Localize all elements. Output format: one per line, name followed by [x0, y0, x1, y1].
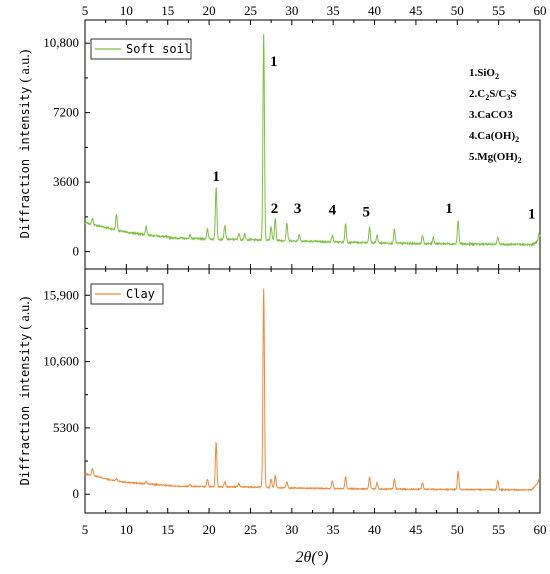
x-tick-label-bottom: 60 — [534, 522, 547, 537]
peak-annotations: 112 3 4 5 1 1 — [212, 54, 535, 223]
x-tick-label-top: 40 — [368, 3, 381, 18]
x-tick-label-top: 25 — [244, 3, 257, 18]
top-ylabel-unit: ( a.u.) — [18, 49, 33, 82]
x-tick-label-bottom: 35 — [327, 522, 340, 537]
clay-series-line — [84, 288, 541, 492]
y-tick-label: 0 — [73, 244, 80, 259]
bottom-legend-label: Clay — [126, 287, 155, 301]
svg-text:Diffraction intensity( a.u.): Diffraction intensity ( a.u.) — [18, 296, 33, 485]
y-tick-label: 7200 — [53, 105, 79, 120]
x-tick-label-bottom: 15 — [161, 522, 174, 537]
peak-label: 2 — [271, 201, 279, 217]
x-tick-label-top: 50 — [451, 3, 464, 18]
x-tick-label-bottom: 25 — [244, 522, 257, 537]
y-tick-label: 15,900 — [43, 287, 79, 302]
x-tick-label-bottom: 50 — [451, 522, 464, 537]
bottom-ylabel-text: Diffraction intensity — [18, 334, 32, 486]
phase-key-item: 4.Ca(OH)2 — [469, 130, 519, 144]
peak-label: 4 — [329, 203, 337, 219]
x-axis-label: 2θ(°) — [296, 549, 329, 566]
bottom-ylabel-unit: ( a.u.) — [18, 296, 33, 329]
bottom-panel-frame — [84, 268, 541, 514]
y-tick-label: 10,600 — [43, 354, 79, 369]
x-tick-label-top: 60 — [534, 3, 547, 18]
soft-soil-series-line — [84, 34, 541, 248]
phase-key: 1.SiO2 2.C2S/C3S 3.CaCO3 4.Ca(OH)2 5.Mg(OH)2 — [469, 67, 522, 165]
phase-key-item: 5.Mg(OH)2 — [469, 151, 522, 165]
peak-label: 1 — [212, 169, 220, 185]
x-tick-label-top: 55 — [492, 3, 505, 18]
top-legend-box — [90, 38, 192, 60]
bottom-legend: Clay — [90, 283, 164, 305]
bottom-y-axis-label: Diffraction intensity ( a.u.) — [18, 296, 33, 485]
tick-labels: 03600720010,8000530010,60015,90055101015… — [43, 3, 546, 537]
x-tick-label-top: 10 — [120, 3, 133, 18]
x-tick-label-top: 15 — [161, 3, 174, 18]
phase-key-item: 2.C2S/C3S — [469, 88, 516, 102]
top-y-axis-label: Diffraction intensity ( a.u.) — [18, 49, 33, 238]
x-tick-label-bottom: 45 — [409, 522, 422, 537]
y-tick-label: 10,800 — [43, 35, 79, 50]
top-ylabel-text: Diffraction intensity — [18, 87, 32, 239]
x-tick-label-top: 45 — [409, 3, 422, 18]
x-tick-label-top: 20 — [203, 3, 216, 18]
x-tick-label-bottom: 10 — [120, 522, 133, 537]
x-tick-label-bottom: 5 — [82, 522, 89, 537]
x-tick-label-bottom: 30 — [285, 522, 298, 537]
peak-label: 5 — [363, 205, 371, 221]
y-tick-label: 0 — [73, 486, 80, 501]
x-tick-label-top: 35 — [327, 3, 340, 18]
x-tick-label-top: 5 — [82, 3, 89, 18]
x-tick-label-bottom: 55 — [492, 522, 505, 537]
tick-marks — [84, 20, 541, 513]
phase-key-item: 3.CaCO3 — [469, 109, 513, 121]
y-tick-label: 3600 — [53, 174, 79, 189]
bottom-legend-box — [90, 283, 164, 305]
peak-label: 3 — [294, 201, 302, 217]
x-tick-label-bottom: 40 — [368, 522, 381, 537]
y-tick-label: 5300 — [53, 420, 79, 435]
peak-label: 1 — [270, 54, 278, 70]
top-legend: Soft soil — [90, 38, 192, 60]
top-legend-label: Soft soil — [126, 42, 191, 56]
peak-label: 1 — [528, 207, 536, 223]
x-tick-label-bottom: 20 — [203, 522, 216, 537]
phase-key-item: 1.SiO2 — [469, 67, 499, 81]
peak-label: 1 — [445, 201, 453, 217]
svg-text:Diffraction intensity( a.u.): Diffraction intensity ( a.u.) — [18, 49, 33, 238]
x-tick-label-top: 30 — [285, 3, 298, 18]
